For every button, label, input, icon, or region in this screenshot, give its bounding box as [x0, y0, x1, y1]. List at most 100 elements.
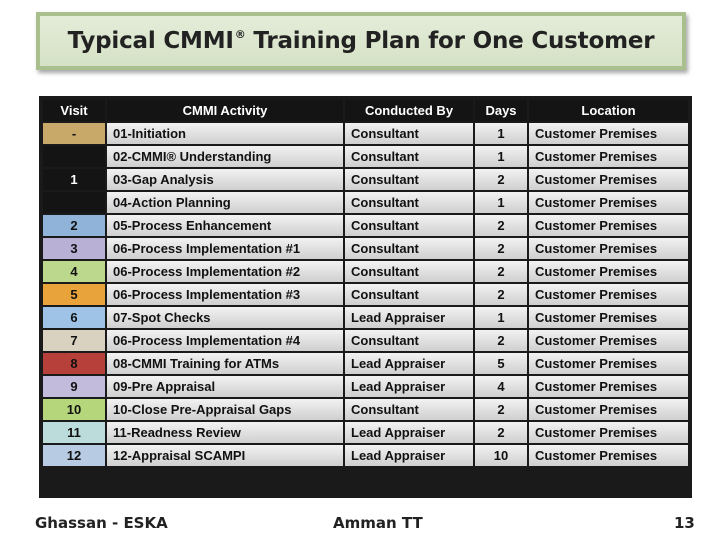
location-cell: Customer Premises	[529, 192, 688, 213]
visit-cell: 11	[43, 422, 105, 443]
table-row: 04-Action Planning Consultant 1 Customer Pr…	[43, 192, 688, 213]
conducted-by-cell: Consultant	[345, 399, 473, 420]
days-cell: 4	[475, 376, 527, 397]
location-cell: Customer Premises	[529, 330, 688, 351]
location-cell: Customer Premises	[529, 422, 688, 443]
visit-cell: 8	[43, 353, 105, 374]
table-row: 10 10-Close Pre-Appraisal Gaps Consultant 2…	[43, 399, 688, 420]
days-cell: 1	[475, 307, 527, 328]
activity-cell: 11-Readness Review	[107, 422, 343, 443]
visit-cell: 2	[43, 215, 105, 236]
location-cell: Customer Premises	[529, 399, 688, 420]
visit-cell: 12	[43, 445, 105, 466]
table-row: 02-CMMI® Understanding Consultant 1 Custome…	[43, 146, 688, 167]
table-row: 7 06-Process Implementation #4 Consultant 2…	[43, 330, 688, 351]
conducted-by-cell: Consultant	[345, 146, 473, 167]
training-plan-table: Visit CMMI Activity Conducted By Days Lo…	[39, 96, 692, 498]
conducted-by-cell: Lead Appraiser	[345, 376, 473, 397]
activity-cell: 01-Initiation	[107, 123, 343, 144]
activity-cell: 10-Close Pre-Appraisal Gaps	[107, 399, 343, 420]
table-header-row: Visit CMMI Activity Conducted By Days Lo…	[43, 100, 688, 121]
activity-cell: 06-Process Implementation #3	[107, 284, 343, 305]
conducted-by-cell: Consultant	[345, 330, 473, 351]
location-cell: Customer Premises	[529, 123, 688, 144]
days-cell: 2	[475, 169, 527, 190]
page-title: Typical CMMI® Training Plan for One Cust…	[68, 28, 655, 54]
location-cell: Customer Premises	[529, 261, 688, 282]
table-row: 2 05-Process Enhancement Consultant 2 Custom…	[43, 215, 688, 236]
title-text-part1: Typical CMMI	[67, 28, 234, 54]
conducted-by-cell: Consultant	[345, 192, 473, 213]
visit-cell	[43, 192, 105, 213]
visit-cell: 3	[43, 238, 105, 259]
visit-cell: 6	[43, 307, 105, 328]
location-cell: Customer Premises	[529, 284, 688, 305]
table-row: 9 09-Pre Appraisal Lead Appraiser 4 Customer…	[43, 376, 688, 397]
table-row: 11 11-Readness Review Lead Appraiser 2 Custo…	[43, 422, 688, 443]
table-row: 3 06-Process Implementation #1 Consultant 2…	[43, 238, 688, 259]
activity-cell: 06-Process Implementation #1	[107, 238, 343, 259]
header-location: Location	[529, 100, 688, 121]
visit-cell: 4	[43, 261, 105, 282]
activity-cell: 06-Process Implementation #4	[107, 330, 343, 351]
days-cell: 5	[475, 353, 527, 374]
visit-cell: -	[43, 123, 105, 144]
table-row: 12 12-Appraisal SCAMPI Lead Appraiser 10 Cus…	[43, 445, 688, 466]
visit-cell: 1	[43, 169, 105, 190]
table-row: 6 07-Spot Checks Lead Appraiser 1 Customer P…	[43, 307, 688, 328]
header-conducted-by: Conducted By	[345, 100, 473, 121]
activity-cell: 04-Action Planning	[107, 192, 343, 213]
visit-cell: 7	[43, 330, 105, 351]
visit-cell: 10	[43, 399, 105, 420]
table-row: 1 03-Gap Analysis Consultant 2 Customer Prem…	[43, 169, 688, 190]
days-cell: 1	[475, 192, 527, 213]
activity-cell: 05-Process Enhancement	[107, 215, 343, 236]
conducted-by-cell: Consultant	[345, 238, 473, 259]
registered-mark: ®	[234, 28, 246, 41]
activity-cell: 03-Gap Analysis	[107, 169, 343, 190]
days-cell: 2	[475, 330, 527, 351]
header-activity: CMMI Activity	[107, 100, 343, 121]
days-cell: 10	[475, 445, 527, 466]
location-cell: Customer Premises	[529, 376, 688, 397]
conducted-by-cell: Consultant	[345, 261, 473, 282]
conducted-by-cell: Consultant	[345, 169, 473, 190]
location-cell: Customer Premises	[529, 353, 688, 374]
activity-cell: 06-Process Implementation #2	[107, 261, 343, 282]
title-banner: Typical CMMI® Training Plan for One Cust…	[36, 12, 686, 70]
location-cell: Customer Premises	[529, 307, 688, 328]
conducted-by-cell: Lead Appraiser	[345, 307, 473, 328]
location-cell: Customer Premises	[529, 445, 688, 466]
visit-cell: 9	[43, 376, 105, 397]
conducted-by-cell: Lead Appraiser	[345, 422, 473, 443]
days-cell: 2	[475, 215, 527, 236]
table-row: 8 08-CMMI Training for ATMs Lead Appraiser…	[43, 353, 688, 374]
header-days: Days	[475, 100, 527, 121]
days-cell: 1	[475, 146, 527, 167]
conducted-by-cell: Consultant	[345, 284, 473, 305]
footer-author: Ghassan - ESKA	[35, 514, 168, 532]
title-text-part2: Training Plan for One Customer	[245, 28, 655, 54]
activity-cell: 02-CMMI® Understanding	[107, 146, 343, 167]
location-cell: Customer Premises	[529, 238, 688, 259]
location-cell: Customer Premises	[529, 146, 688, 167]
conducted-by-cell: Lead Appraiser	[345, 445, 473, 466]
activity-cell: 12-Appraisal SCAMPI	[107, 445, 343, 466]
conducted-by-cell: Consultant	[345, 215, 473, 236]
activity-cell: 08-CMMI Training for ATMs	[107, 353, 343, 374]
table-row: 5 06-Process Implementation #3 Consultant 2…	[43, 284, 688, 305]
days-cell: 2	[475, 422, 527, 443]
activity-cell: 07-Spot Checks	[107, 307, 343, 328]
location-cell: Customer Premises	[529, 169, 688, 190]
days-cell: 2	[475, 261, 527, 282]
days-cell: 2	[475, 399, 527, 420]
days-cell: 2	[475, 238, 527, 259]
header-visit: Visit	[43, 100, 105, 121]
visit-cell: 5	[43, 284, 105, 305]
location-cell: Customer Premises	[529, 215, 688, 236]
conducted-by-cell: Lead Appraiser	[345, 353, 473, 374]
visit-cell	[43, 146, 105, 167]
days-cell: 2	[475, 284, 527, 305]
conducted-by-cell: Consultant	[345, 123, 473, 144]
footer-page-number: 13	[674, 514, 695, 532]
